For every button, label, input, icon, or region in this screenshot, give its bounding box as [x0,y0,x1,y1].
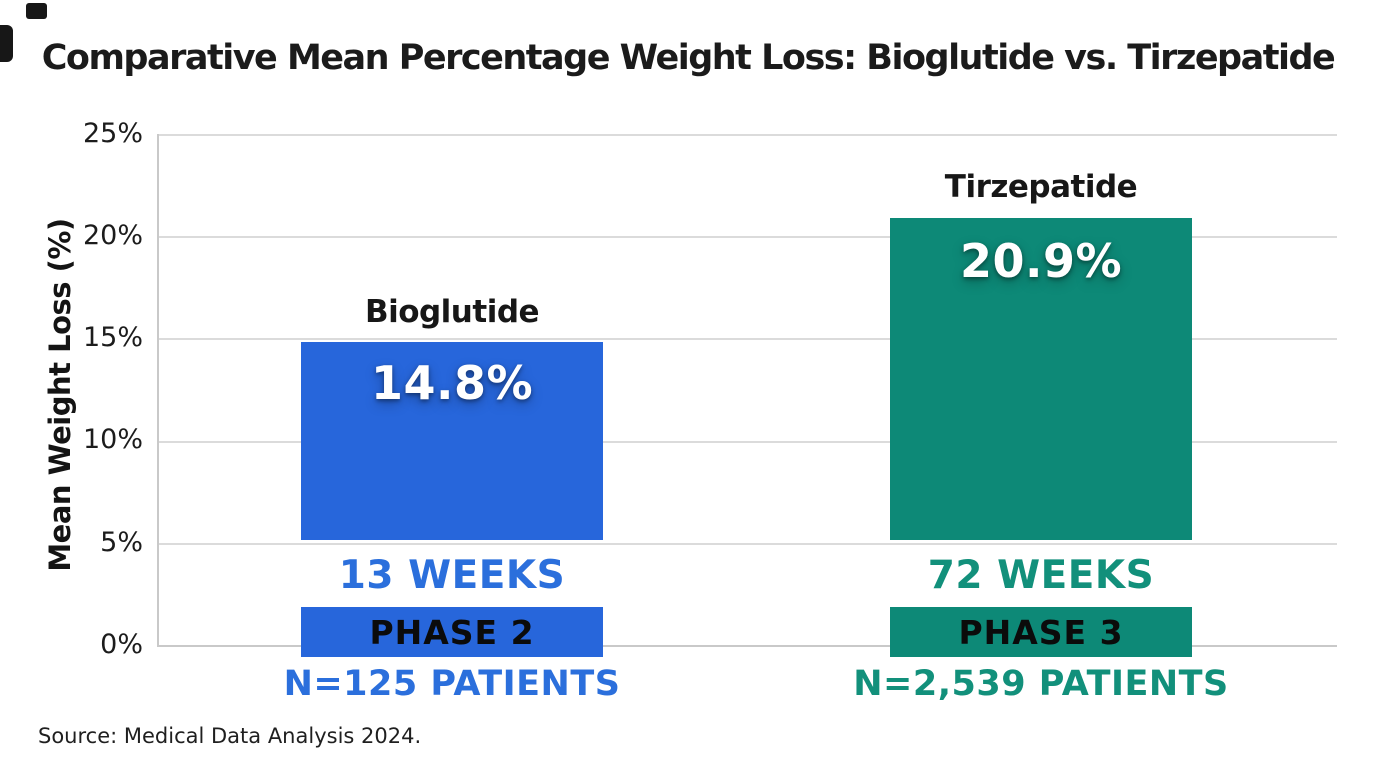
phase-label-tirzepatide: PHASE 3 [958,612,1124,652]
bar-value-bioglutide: 14.8% [370,356,534,410]
bar-tirzepatide: 20.9% [890,218,1192,540]
duration-tirzepatide: 72 WEEKS [927,553,1155,598]
y-tick-10: 10% [82,424,143,455]
phase-band-bioglutide: PHASE 2 [301,607,603,657]
y-tick-5: 5% [100,527,143,558]
gridline-5 [159,543,1337,545]
patients-bioglutide: N=125 PATIENTS [283,664,621,704]
gridline-20 [159,236,1337,238]
patients-tirzepatide: N=2,539 PATIENTS [853,664,1229,704]
y-tick-20: 20% [82,220,143,251]
phase-band-tirzepatide: PHASE 3 [890,607,1192,657]
bar-bioglutide: 14.8% [301,342,603,540]
duration-bioglutide: 13 WEEKS [338,553,566,598]
screen-artifact-top-mark [26,3,47,19]
y-tick-0: 0% [100,629,143,660]
y-axis-label: Mean Weight Loss (%) [43,218,77,572]
gridline-25 [159,134,1337,136]
bar-value-tirzepatide: 20.9% [959,234,1123,288]
plot-area [157,134,1337,647]
screen-artifact-left-mark [0,25,13,62]
source-note: Source: Medical Data Analysis 2024. [38,724,422,748]
gridline-15 [159,338,1337,340]
chart-title: Comparative Mean Percentage Weight Loss:… [41,38,1336,78]
y-tick-25: 25% [82,118,143,149]
gridline-10 [159,441,1337,443]
y-tick-15: 15% [82,322,143,353]
bar-label-tirzepatide: Tirzepatide [944,169,1138,205]
phase-label-bioglutide: PHASE 2 [369,612,535,652]
bar-label-bioglutide: Bioglutide [364,294,540,330]
